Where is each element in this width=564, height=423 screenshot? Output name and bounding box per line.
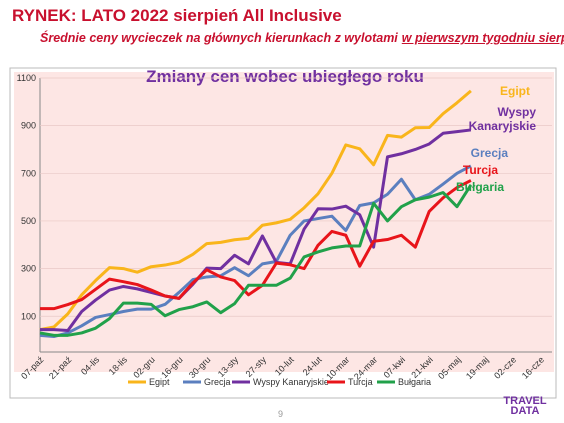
series-side-label: Egipt (500, 84, 530, 98)
y-tick-label: 700 (21, 168, 36, 178)
legend-label: Grecja (204, 377, 231, 387)
series-line (40, 179, 472, 311)
subtitle-text: Średnie ceny wycieczek na głównych kieru… (40, 31, 398, 45)
chart-title: Zmiany cen wobec ubiegłego roku (146, 67, 424, 86)
y-tick-label: 1100 (17, 73, 36, 83)
series-line (39, 89, 472, 332)
y-tick-label: 100 (21, 311, 36, 321)
legend-label: Wyspy Kanaryjskie (253, 377, 329, 387)
subtitle-underlined: w pierwszym tygodniu sierpnia (401, 31, 564, 45)
slide-title: RYNEK: LATO 2022 sierpień All Inclusive (12, 6, 342, 25)
page-number: 9 (278, 409, 284, 419)
y-tick-label: 300 (21, 264, 36, 274)
series-line (39, 184, 473, 337)
series-side-label: Wyspy Kanaryjskie (468, 105, 536, 133)
slide-subtitle: Średnie ceny wycieczek na głównych kieru… (40, 31, 564, 45)
series-side-label: Bułgaria (455, 180, 504, 194)
y-tick-label: 900 (21, 121, 36, 131)
legend-label: Bułgaria (398, 377, 431, 387)
legend-label: Egipt (149, 377, 170, 387)
series-side-label: Turcja (462, 163, 498, 177)
y-tick-label: 500 (21, 216, 36, 226)
series-side-label: Grecja (470, 146, 508, 160)
logo: TRAVEL DATA (503, 395, 547, 417)
series-line (40, 128, 472, 333)
legend-label: Turcja (348, 377, 373, 387)
